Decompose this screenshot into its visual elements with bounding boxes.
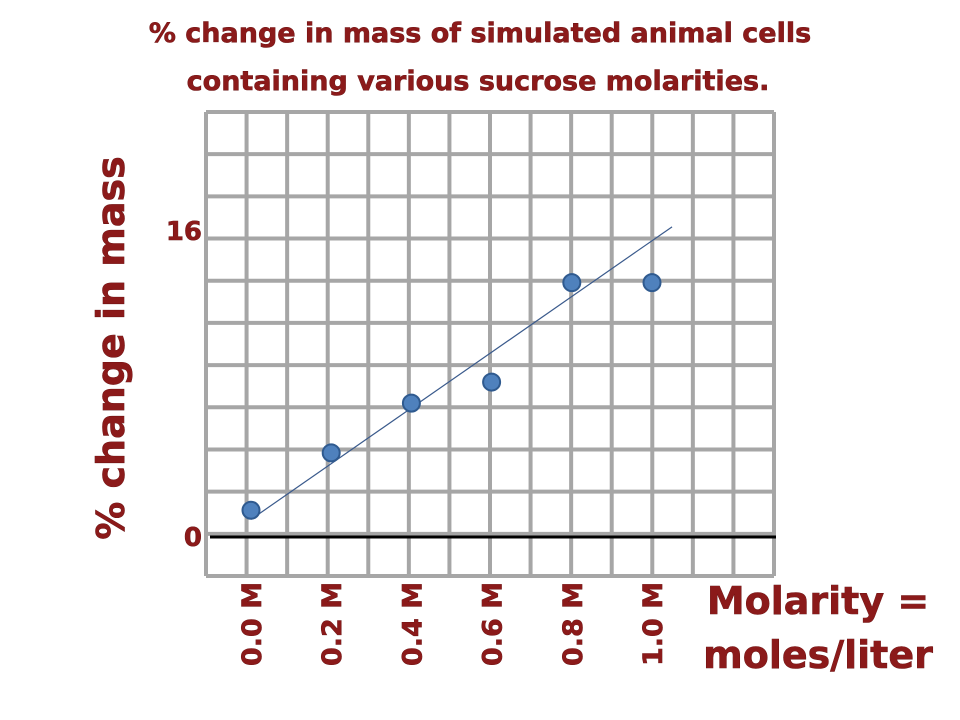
x-tick-label: 0.4 M (397, 582, 428, 666)
grid (204, 110, 776, 578)
y-axis-title: % change in mass (89, 156, 133, 540)
x-tick-label: 1.0 M (638, 582, 669, 666)
y-tick-label: 0 (184, 523, 202, 553)
x-axis-title-line-1: Molarity = (707, 579, 929, 623)
data-points (241, 273, 662, 520)
data-point (321, 443, 341, 463)
y-tick-labels: 16 0 (166, 217, 203, 554)
x-tick-labels: 0.0 M 0.2 M 0.4 M 0.6 M 0.8 M 1.0 M (237, 582, 670, 667)
data-point (482, 372, 502, 392)
x-axis-title-line-2: moles/liter (703, 633, 933, 677)
x-tick-label: 0.8 M (558, 582, 589, 666)
data-point (241, 500, 261, 520)
y-tick-label: 16 (166, 217, 202, 247)
x-tick-label: 0.6 M (478, 582, 509, 666)
x-tick-label: 0.2 M (317, 582, 348, 666)
chart-title-line-2: containing various sucrose molarities. (187, 66, 770, 97)
chart-title-line-1: % change in mass of simulated animal cel… (149, 18, 811, 49)
data-point (562, 273, 582, 293)
data-point (401, 393, 421, 413)
data-point (642, 273, 662, 293)
trendline (250, 226, 673, 520)
x-tick-label: 0.0 M (237, 582, 268, 666)
